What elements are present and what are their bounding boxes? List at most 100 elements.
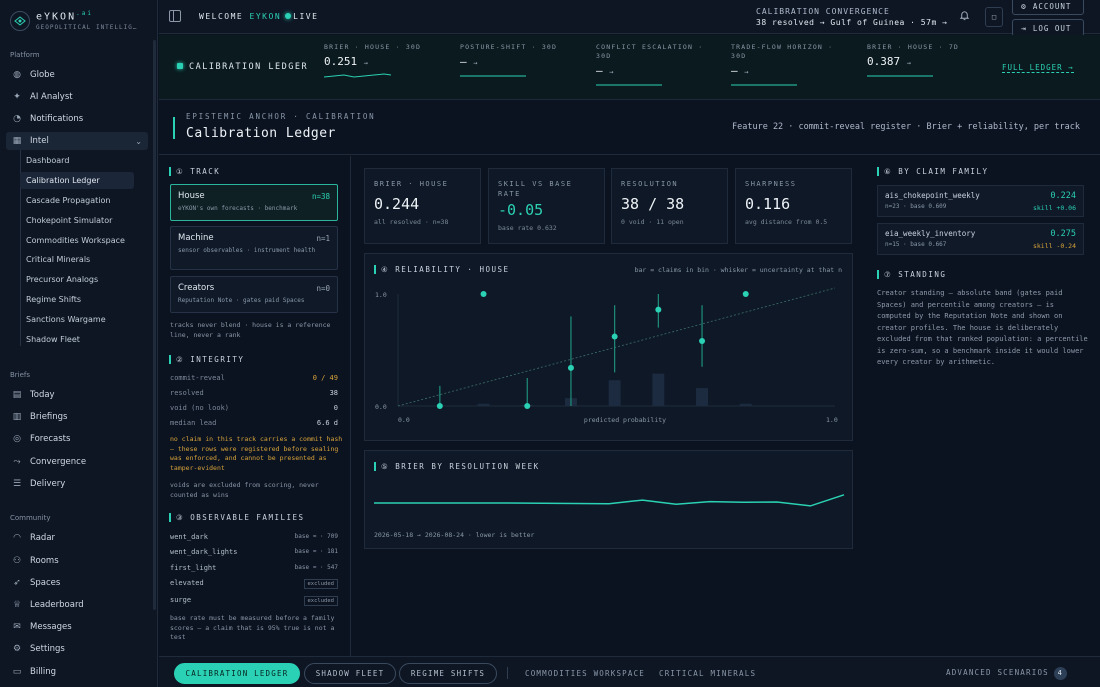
track-name: Creators	[178, 283, 215, 293]
sidebar-item-leaderboard[interactable]: ♕ Leaderboard	[6, 596, 148, 614]
brand-tagline: GEOPOLITICAL INTELLIG…	[36, 24, 138, 32]
sidebar-item-label: Intel	[30, 136, 49, 146]
sidebar-item-precursor-analogs[interactable]: Precursor Analogs	[26, 275, 99, 284]
full-ledger-link[interactable]: FULL LEDGER →	[1002, 63, 1074, 73]
sidebar-item-rooms[interactable]: ⚇ Rooms	[6, 552, 148, 570]
sidebar-item-label: Billing	[30, 667, 57, 677]
tab-regime-shifts[interactable]: REGIME SHIFTS	[399, 663, 497, 684]
metric-conflict-escalation[interactable]: CONFLICT ESCALATION · 30D — →	[596, 43, 716, 89]
claim-family-skill: skill +0.06	[1032, 204, 1076, 212]
gear-icon: ⚙	[12, 644, 22, 654]
metric-value: —	[596, 64, 603, 77]
track-count: n=1	[316, 234, 330, 243]
reliability-bar	[739, 403, 752, 406]
sidebar-item-commodities-workspace[interactable]: Commodities Workspace	[26, 236, 125, 245]
family-name: elevated	[170, 579, 204, 587]
brier-week-footer: 2026-05-18 → 2026-08-24 · lower is bette…	[374, 531, 535, 539]
claim-family-card[interactable]: eia_weekly_inventory n=15 · base 0.667 0…	[877, 223, 1084, 255]
track-name: Machine	[178, 233, 214, 243]
tab-calibration-ledger[interactable]: CALIBRATION LEDGER	[174, 663, 300, 684]
sidebar-item-billing[interactable]: ▭ Billing	[6, 663, 148, 681]
sidebar-item-regime-shifts[interactable]: Regime Shifts	[26, 295, 82, 304]
sidebar-item-forecasts[interactable]: ◎ Forecasts	[6, 430, 148, 448]
sidebar-item-briefings[interactable]: ▥ Briefings	[6, 408, 148, 426]
metric-brier-house-30d[interactable]: BRIER · HOUSE · 30D 0.251 →	[324, 43, 444, 80]
track-desc: sensor observables · instrument health	[178, 247, 316, 254]
panel-toggle-icon[interactable]	[169, 10, 181, 22]
claim-family-skill: skill -0.24	[1032, 242, 1076, 250]
track-desc: eYKON's own forecasts · benchmark	[178, 205, 298, 212]
stat-sub: base rate 0.632	[498, 224, 557, 232]
chevron-down-icon: ⌄	[135, 136, 142, 146]
radar-icon: ◠	[13, 533, 21, 543]
reliability-point	[524, 403, 531, 409]
sidebar-item-sanctions-wargame[interactable]: Sanctions Wargame	[26, 315, 106, 324]
metric-posture-shift[interactable]: POSTURE-SHIFT · 30D — →	[460, 43, 580, 80]
card-icon: ▭	[12, 667, 22, 677]
sidebar-scrollbar[interactable]	[153, 40, 156, 610]
calibration-convergence[interactable]: CALIBRATION CONVERGENCE 38 resolved → Gu…	[756, 6, 947, 28]
track-card-creators[interactable]: Creators n=0 Reputation Note · gates pai…	[170, 276, 338, 313]
integrity-value: 0 / 49	[312, 374, 338, 382]
reliability-heading-text: ④ RELIABILITY · HOUSE	[381, 265, 510, 274]
brand[interactable]: eYKON.ai GEOPOLITICAL INTELLIG…	[10, 8, 137, 33]
reliability-bar	[652, 373, 665, 406]
integrity-key: commit-reveal	[170, 374, 225, 382]
bell-icon[interactable]	[959, 10, 970, 24]
claim-family-card[interactable]: ais_chokepoint_weekly n=23 · base 0.609 …	[877, 185, 1084, 217]
brier-week-heading: ⑤ BRIER BY RESOLUTION WEEK	[374, 462, 540, 472]
sparkle-icon: ✦	[13, 92, 21, 102]
sidebar-item-messages[interactable]: ✉ Messages	[6, 618, 148, 636]
section-briefs: Briefs	[10, 371, 31, 379]
stat-sub: avg distance from 0.5	[745, 218, 828, 226]
y-tick-top: 1.0	[375, 291, 387, 299]
metric-sparkline	[460, 75, 526, 77]
integrity-value: 6.6 d	[316, 419, 338, 427]
sidebar-item-intel[interactable]: ▦ Intel ⌄	[6, 132, 148, 150]
ticker-title: CALIBRATION LEDGER	[177, 62, 308, 72]
sidebar-item-dashboard[interactable]: Dashboard	[26, 156, 70, 165]
reliability-bar	[696, 388, 709, 406]
merge-icon: ⤳	[13, 457, 21, 467]
sidebar-item-label: Spaces	[30, 578, 61, 588]
sidebar-item-shadow-fleet[interactable]: Shadow Fleet	[26, 335, 80, 344]
link-commodities-workspace[interactable]: COMMODITIES WORKSPACE	[525, 669, 646, 678]
sidebar-item-label: Leaderboard	[30, 600, 84, 610]
sidebar-item-chokepoint-simulator[interactable]: Chokepoint Simulator	[26, 216, 113, 225]
reliability-point	[742, 291, 749, 297]
layout-toggle-button[interactable]: □	[985, 7, 1003, 27]
sidebar-item-convergence[interactable]: ⤳ Convergence	[6, 453, 148, 471]
stat-brier-house: BRIER · HOUSE 0.244 all resolved · n=38	[364, 168, 481, 244]
advanced-scenarios-button[interactable]: ADVANCED SCENARIOS 4	[946, 667, 1067, 680]
sidebar-item-label: Settings	[30, 644, 65, 654]
tab-shadow-fleet[interactable]: SHADOW FLEET	[304, 663, 396, 684]
right-column: ⑥ BY CLAIM FAMILY ais_chokepoint_weekly …	[867, 156, 1100, 656]
sidebar-item-calibration-ledger[interactable]: Calibration Ledger	[20, 172, 134, 189]
sidebar-item-radar[interactable]: ◠ Radar	[6, 529, 148, 547]
sidebar-item-globe[interactable]: ◍ Globe	[6, 66, 148, 84]
track-card-house[interactable]: House n=38 eYKON's own forecasts · bench…	[170, 184, 338, 221]
metric-trade-flow-horizon[interactable]: TRADE-FLOW HORIZON · 30D — →	[731, 43, 851, 89]
sidebar-item-critical-minerals[interactable]: Critical Minerals	[26, 255, 91, 264]
x-tick-right: 1.0	[826, 416, 838, 424]
sidebar-item-notifications[interactable]: ◔ Notifications	[6, 110, 148, 128]
integrity-warning: no claim in this track carries a commit …	[170, 435, 343, 472]
track-card-machine[interactable]: Machine n=1 sensor observables · instrum…	[170, 226, 338, 270]
standing-heading: ⑦ STANDING	[877, 270, 946, 280]
sidebar-item-cascade-propagation[interactable]: Cascade Propagation	[26, 196, 111, 205]
sidebar-item-settings[interactable]: ⚙ Settings	[6, 640, 148, 658]
sidebar-item-ai-analyst[interactable]: ✦ AI Analyst	[6, 88, 148, 106]
sidebar-item-label: Convergence	[30, 457, 87, 467]
logout-button[interactable]: ⇥ LOG OUT	[1012, 19, 1084, 37]
page-feature-note: Feature 22 · commit-reveal register · Br…	[732, 122, 1080, 132]
account-button[interactable]: ⚙ ACCOUNT	[1012, 0, 1084, 15]
claim-family-name: eia_weekly_inventory	[885, 229, 976, 238]
sidebar-item-today[interactable]: ▤ Today	[6, 386, 148, 404]
metric-brier-house-7d[interactable]: BRIER · HOUSE · 7D 0.387 →	[867, 43, 987, 80]
integrity-row: median lead 6.6 d	[170, 419, 338, 432]
sidebar-item-delivery[interactable]: ☰ Delivery	[6, 475, 148, 493]
reliability-panel: ④ RELIABILITY · HOUSE bar = claims in bi…	[364, 253, 853, 441]
sidebar-item-spaces[interactable]: ➶ Spaces	[6, 574, 148, 592]
standing-heading-text: ⑦ STANDING	[884, 270, 947, 279]
link-critical-minerals[interactable]: CRITICAL MINERALS	[659, 669, 757, 678]
